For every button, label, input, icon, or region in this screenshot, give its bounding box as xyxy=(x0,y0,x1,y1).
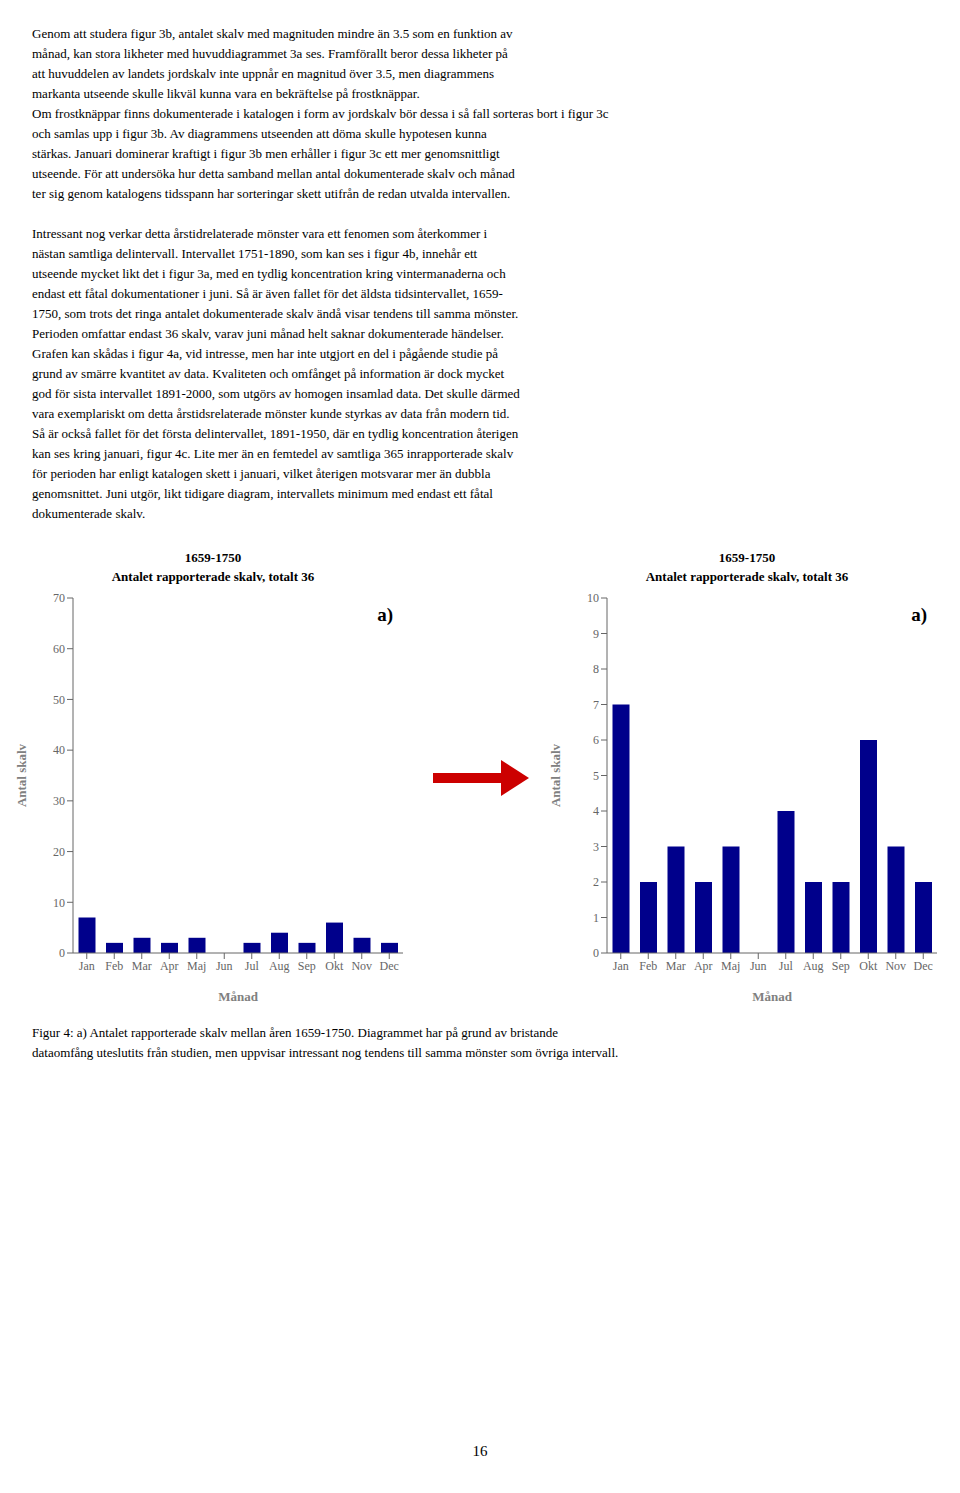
svg-text:Jun: Jun xyxy=(216,959,233,973)
svg-text:0: 0 xyxy=(593,946,599,960)
svg-text:Maj: Maj xyxy=(721,959,740,973)
svg-text:Feb: Feb xyxy=(639,959,657,973)
svg-text:7: 7 xyxy=(593,698,599,712)
svg-text:Okt: Okt xyxy=(859,959,878,973)
svg-text:8: 8 xyxy=(593,662,599,676)
html-text:1659-1750: 1659-1750 xyxy=(184,550,242,565)
html-text:Genom att studera figur 3b, an: Genom att studera figur 3b, antalet skal… xyxy=(32,26,609,521)
svg-text:0: 0 xyxy=(59,946,65,960)
svg-text:Nov: Nov xyxy=(885,959,906,973)
svg-text:Mar: Mar xyxy=(666,959,686,973)
html-text:16: 16 xyxy=(472,1443,488,1459)
svg-text:Jul: Jul xyxy=(779,959,794,973)
svg-text:70: 70 xyxy=(53,591,65,605)
svg-text:10: 10 xyxy=(53,896,65,910)
svg-text:3: 3 xyxy=(593,840,599,854)
html-text:Antalet rapporterade skalv, to: Antalet rapporterade skalv, totalt 36 xyxy=(645,569,849,584)
svg-text:10: 10 xyxy=(587,591,599,605)
svg-text:Apr: Apr xyxy=(694,959,713,973)
svg-text:2: 2 xyxy=(593,875,599,889)
svg-text:Aug: Aug xyxy=(803,959,824,973)
svg-text:Dec: Dec xyxy=(914,959,933,973)
svg-text:60: 60 xyxy=(53,642,65,656)
svg-text:Antal skalv: Antal skalv xyxy=(548,743,563,807)
svg-text:40: 40 xyxy=(53,743,65,757)
svg-text:Månad: Månad xyxy=(218,989,259,1004)
svg-text:20: 20 xyxy=(53,845,65,859)
html-text:Antalet rapporterade skalv, to: Antalet rapporterade skalv, totalt 36 xyxy=(111,569,315,584)
svg-text:1: 1 xyxy=(593,911,599,925)
svg-text:Månad: Månad xyxy=(752,989,793,1004)
svg-text:5: 5 xyxy=(593,769,599,783)
svg-text:30: 30 xyxy=(53,794,65,808)
svg-text:Feb: Feb xyxy=(105,959,123,973)
svg-text:50: 50 xyxy=(53,693,65,707)
svg-text:Jan: Jan xyxy=(613,959,629,973)
svg-text:6: 6 xyxy=(593,733,599,747)
svg-text:Okt: Okt xyxy=(325,959,344,973)
svg-text:Sep: Sep xyxy=(832,959,850,973)
html-text:a): a) xyxy=(377,604,393,625)
svg-text:4: 4 xyxy=(593,804,599,818)
svg-text:Antal skalv: Antal skalv xyxy=(14,743,29,807)
svg-text:Mar: Mar xyxy=(132,959,152,973)
html-text:Figur 4: a) Antalet rapportera: Figur 4: a) Antalet rapporterade skalv m… xyxy=(32,1025,619,1060)
html-text:1659-1750: 1659-1750 xyxy=(718,550,776,565)
svg-text:Dec: Dec xyxy=(380,959,399,973)
html-text:a): a) xyxy=(911,604,927,625)
svg-text:Aug: Aug xyxy=(269,959,290,973)
svg-text:Jan: Jan xyxy=(79,959,95,973)
svg-text:Jun: Jun xyxy=(750,959,767,973)
svg-text:Sep: Sep xyxy=(298,959,316,973)
svg-text:Jul: Jul xyxy=(245,959,260,973)
svg-text:Nov: Nov xyxy=(351,959,372,973)
svg-text:9: 9 xyxy=(593,627,599,641)
svg-text:Apr: Apr xyxy=(160,959,179,973)
svg-text:Maj: Maj xyxy=(187,959,206,973)
